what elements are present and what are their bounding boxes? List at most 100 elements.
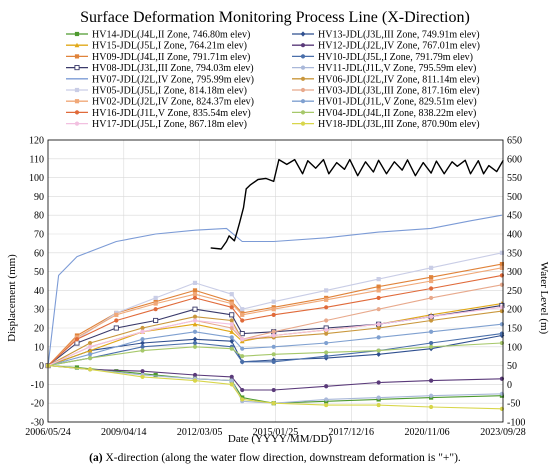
data-point — [499, 305, 505, 310]
legend-label: HV18-JDL(J3L,III Zone, 870.90m elev) — [318, 119, 480, 130]
data-point — [229, 322, 234, 327]
data-point — [429, 329, 434, 334]
legend-swatch-marker — [74, 65, 80, 71]
y2-tick-label: 550 — [507, 173, 522, 184]
data-point — [429, 344, 434, 349]
y-tick-label: 10 — [34, 342, 44, 353]
data-point — [87, 367, 93, 372]
data-point — [376, 277, 381, 282]
data-point — [74, 340, 80, 346]
data-point — [429, 318, 434, 323]
y-axis-label: Displacement (mm) — [6, 254, 18, 342]
data-point — [114, 369, 119, 374]
data-point — [271, 312, 276, 317]
legend-label: HV17-JDL(J5L,I Zone, 867.18m elev) — [92, 119, 247, 130]
y-tick-label: 90 — [34, 192, 44, 203]
legend-swatch-marker — [74, 54, 80, 59]
data-point — [376, 307, 381, 312]
legend-swatch-marker — [74, 31, 80, 37]
x-tick-label: 2006/05/24 — [25, 427, 71, 438]
data-point — [376, 295, 381, 301]
data-point — [271, 401, 276, 406]
y2-tick-label: 350 — [507, 248, 522, 259]
data-point — [240, 359, 245, 364]
data-point — [240, 387, 245, 393]
series-layer — [45, 158, 505, 411]
legend-label: HV05-JDL(J5L,I Zone, 814.18m elev) — [92, 86, 247, 97]
chart: Surface Deformation Monitoring Process L… — [6, 9, 550, 445]
axes: -30-20-100102030405060708090100110120-10… — [25, 136, 526, 439]
data-point — [153, 372, 158, 378]
data-point — [153, 301, 158, 306]
data-point — [114, 312, 119, 317]
x-tick-label: 2012/03/05 — [177, 427, 223, 438]
data-point — [192, 340, 198, 346]
legend-label: HV01-JDL(J1L,V Zone, 829.51m elev) — [318, 97, 477, 108]
data-point — [376, 395, 381, 400]
series-line — [47, 252, 503, 367]
data-point — [499, 282, 505, 287]
data-point — [324, 354, 329, 359]
legend-swatch-marker — [74, 42, 80, 48]
series-line — [210, 158, 504, 250]
legend-label: HV12-JDL(J2L,IV Zone, 767.01m elev) — [318, 41, 480, 52]
data-point — [192, 318, 198, 323]
data-point — [324, 318, 329, 323]
data-point — [429, 314, 434, 319]
legend-swatch-marker — [300, 121, 306, 126]
data-point — [229, 305, 234, 310]
legend-swatch-marker — [74, 110, 80, 115]
data-point — [376, 380, 381, 385]
data-point — [87, 352, 93, 357]
data-point — [140, 374, 145, 379]
data-point — [376, 402, 381, 408]
data-point — [229, 318, 234, 323]
data-point — [429, 404, 434, 410]
y-tick-label: 70 — [34, 230, 44, 241]
x-tick-label: 2015/01/25 — [253, 427, 299, 438]
data-point — [499, 331, 505, 336]
legend-item: HV16-JDL(J1L,V Zone, 835.54m elev) — [66, 108, 251, 119]
legend-swatch-marker — [300, 31, 306, 37]
y2-tick-label: 450 — [507, 211, 522, 222]
data-point — [192, 280, 198, 285]
data-point — [429, 393, 434, 398]
figure-caption: (a) X-direction (along the water flow di… — [0, 452, 550, 464]
data-point — [229, 312, 235, 318]
y-tick-label: 100 — [29, 173, 44, 184]
data-point — [140, 337, 145, 342]
y2-tick-label: 650 — [507, 136, 522, 147]
data-point — [192, 378, 198, 383]
y2-tick-label: 500 — [507, 192, 522, 203]
data-point — [376, 322, 381, 327]
y2-axis-label: Water Level (m) — [538, 262, 550, 335]
legend-item: HV03-JDL(J3L,III Zone, 817.16m elev) — [292, 86, 480, 97]
data-point — [499, 340, 505, 346]
y-tick-label: -20 — [31, 399, 44, 410]
legend-item: HV14-JDL(J4L,II Zone, 746.80m elev) — [66, 30, 250, 41]
legend-label: HV11-JDL(J1L,V Zone, 795.59m elev) — [318, 63, 476, 74]
data-point — [240, 346, 245, 351]
data-point — [324, 331, 329, 336]
y-tick-label: 60 — [34, 248, 44, 259]
y-tick-label: 30 — [34, 305, 44, 316]
data-point — [87, 348, 93, 353]
data-point — [140, 344, 145, 349]
data-point — [240, 318, 245, 323]
data-point — [376, 284, 381, 289]
series-hv07-jdl — [47, 214, 502, 366]
y2-tick-label: 250 — [507, 286, 522, 297]
legend-label: HV06-JDL(J2L,IV Zone, 811.14m elev) — [318, 74, 480, 85]
y2-tick-label: 400 — [507, 230, 522, 241]
data-point — [192, 306, 198, 312]
y-tick-label: -30 — [31, 418, 44, 429]
legend-item: HV09-JDL(J4L,II Zone, 791.71m elev) — [66, 52, 250, 63]
data-point — [324, 305, 329, 310]
legend-item: HV04-JDL(J4L,II Zone, 838.22m elev) — [292, 108, 476, 119]
x-tick-label: 2017/12/16 — [329, 427, 375, 438]
legend-item: HV13-JDL(J3L,III Zone, 749.91m elev) — [292, 30, 480, 41]
legend-item: HV17-JDL(J5L,I Zone, 867.18m elev) — [66, 119, 247, 130]
data-point — [87, 355, 93, 361]
data-point — [271, 344, 276, 349]
legend-swatch-marker — [300, 76, 306, 81]
